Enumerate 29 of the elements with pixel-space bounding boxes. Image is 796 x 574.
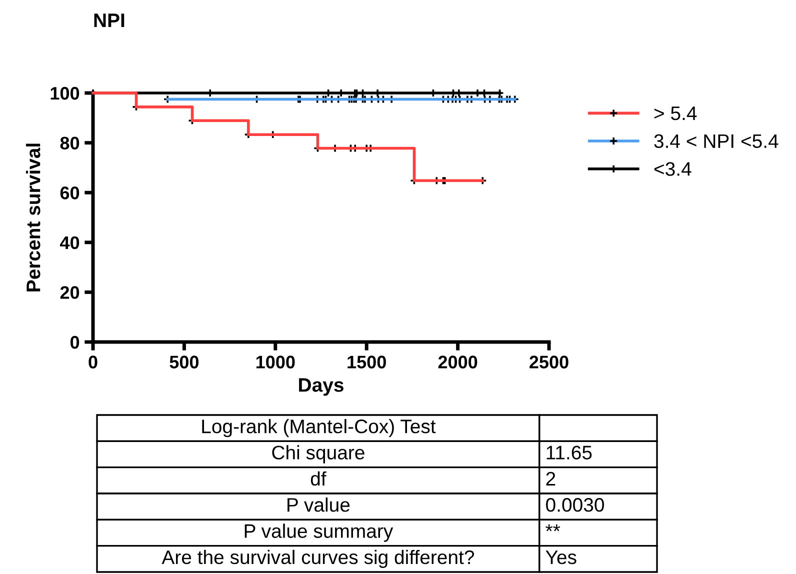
y-tick-label: 100 [50,86,80,100]
y-tick-label: 80 [60,136,80,150]
legend-label: <3.4 [654,162,692,176]
text: P value summary [244,524,394,542]
text: Are the survival curves sig different? [162,550,474,568]
text: 0.0030 [546,498,604,512]
x-tick-label: 1000 [256,356,295,368]
text: 11.65 [546,446,592,460]
text: Yes [546,550,576,564]
y-tick-label: 20 [60,286,80,299]
text: 2 [546,472,556,486]
text: Log-rank (Mantel-Cox) Test [202,419,436,438]
chart-title: NPI [94,14,124,28]
legend-label: 3.4 < NPI <5.4 [654,134,778,148]
text: P value [288,498,350,512]
text: ** [546,524,560,532]
y-tick-label: 40 [60,236,80,250]
x-tick-label: 2000 [438,356,478,368]
text: df [310,471,326,486]
x-axis-title: Days [299,378,344,396]
x-tick-label: 2500 [530,356,568,368]
y-tick-label: 60 [60,186,80,200]
x-tick-label: 500 [170,356,199,368]
y-tick-label: 0 [70,336,80,349]
text: Chi square [272,445,364,464]
x-tick-label: 1500 [348,356,386,368]
y-axis-title: Percent survival [26,144,40,292]
x-tick-label: 0 [88,356,98,368]
legend-label: > 5.4 [654,106,697,120]
